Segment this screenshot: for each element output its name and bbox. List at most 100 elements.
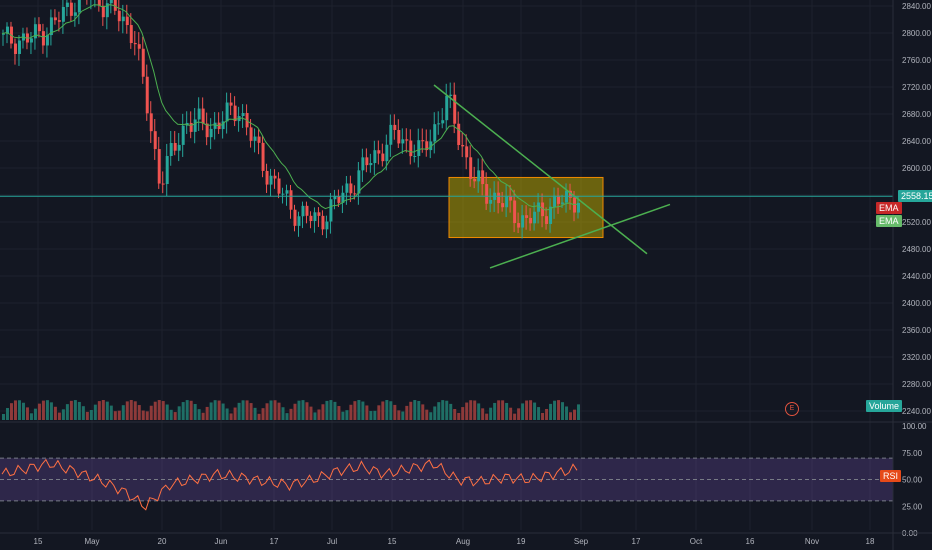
candle-body bbox=[321, 215, 325, 230]
candle-body bbox=[453, 94, 457, 124]
trendline-lower[interactable] bbox=[489, 203, 671, 269]
candle-body bbox=[193, 119, 197, 132]
volume-bar bbox=[497, 400, 501, 420]
volume-bar bbox=[293, 403, 297, 420]
volume-bar bbox=[513, 413, 517, 420]
candle-body bbox=[553, 195, 557, 207]
volume-bar bbox=[173, 412, 177, 420]
candle-body bbox=[485, 184, 489, 204]
candle-body bbox=[273, 175, 277, 179]
volume-bar bbox=[225, 408, 229, 420]
volume-bar bbox=[345, 410, 349, 420]
time-tick-label: May bbox=[84, 537, 99, 546]
time-tick-label: Nov bbox=[805, 537, 819, 546]
earnings-marker[interactable]: E bbox=[785, 402, 799, 416]
volume-bar bbox=[133, 401, 137, 420]
candle-body bbox=[517, 223, 521, 228]
candle-body bbox=[113, 0, 117, 11]
volume-bar bbox=[149, 405, 153, 420]
candle-body bbox=[577, 202, 580, 213]
candle-body bbox=[29, 38, 33, 43]
candle-body bbox=[425, 141, 429, 151]
volume-bar bbox=[373, 410, 377, 420]
volume-bar bbox=[549, 403, 553, 420]
candle-body bbox=[561, 202, 565, 204]
volume-bar bbox=[157, 400, 161, 420]
time-tick-label: 17 bbox=[632, 537, 641, 546]
candle-body bbox=[277, 178, 281, 194]
volume-bar bbox=[77, 401, 81, 420]
volume-bar bbox=[537, 407, 541, 420]
candle-body bbox=[301, 205, 305, 217]
volume-bar bbox=[237, 402, 241, 420]
volume-bar bbox=[577, 404, 580, 420]
volume-bar bbox=[93, 404, 97, 420]
price-tick-label: 2320.00 bbox=[902, 353, 931, 362]
candle-body bbox=[469, 157, 473, 179]
candle-body bbox=[329, 199, 333, 222]
volume-bar bbox=[501, 400, 505, 420]
volume-bar bbox=[217, 400, 221, 420]
candle-body bbox=[497, 192, 501, 204]
candle-body bbox=[477, 170, 481, 182]
candle-body bbox=[125, 16, 129, 26]
candle-body bbox=[389, 124, 393, 145]
volume-bar bbox=[441, 400, 445, 420]
candle-body bbox=[285, 190, 289, 194]
volume-bar bbox=[325, 400, 329, 420]
volume-bar bbox=[153, 401, 157, 420]
volume-bar bbox=[29, 413, 33, 420]
candle-body bbox=[213, 122, 217, 129]
volume-bar bbox=[233, 407, 237, 420]
volume-bar bbox=[205, 406, 209, 420]
time-tick-label: Aug bbox=[456, 537, 470, 546]
volume-bar bbox=[97, 401, 101, 420]
volume-bar bbox=[193, 404, 197, 420]
candle-body bbox=[421, 140, 425, 142]
volume-bar bbox=[425, 409, 429, 420]
volume-bar bbox=[161, 401, 165, 420]
volume-bar bbox=[401, 411, 405, 420]
volume-bar bbox=[389, 401, 393, 420]
volume-bar bbox=[289, 408, 293, 420]
volume-bar bbox=[37, 403, 41, 420]
ema-line bbox=[1, 4, 578, 211]
candle-body bbox=[409, 140, 413, 157]
candle-body bbox=[201, 108, 205, 124]
volume-bar bbox=[105, 401, 109, 420]
volume-bar bbox=[129, 400, 133, 420]
candle-body bbox=[353, 193, 357, 195]
candle-body bbox=[413, 155, 417, 157]
rsi-tick-label: 75.00 bbox=[902, 449, 923, 458]
volume-bar bbox=[113, 411, 117, 420]
volume-bar bbox=[269, 400, 273, 420]
volume-bar bbox=[57, 412, 61, 420]
volume-bar bbox=[321, 404, 325, 420]
volume-bar bbox=[49, 402, 53, 420]
time-tick-label: 18 bbox=[866, 537, 875, 546]
volume-bar bbox=[517, 408, 521, 420]
price-tick-label: 2440.00 bbox=[902, 272, 931, 281]
candle-body bbox=[397, 129, 401, 144]
candle-body bbox=[525, 215, 529, 218]
volume-bar bbox=[413, 400, 417, 420]
candle-body bbox=[465, 146, 469, 158]
candle-body bbox=[257, 136, 261, 143]
candle-body bbox=[77, 0, 81, 13]
candle-body bbox=[313, 212, 317, 222]
candle-body bbox=[233, 105, 237, 122]
volume-bar bbox=[453, 408, 457, 420]
candle-body bbox=[121, 16, 125, 22]
candle-body bbox=[189, 122, 193, 132]
candle-body bbox=[141, 48, 145, 77]
price-tick-label: 2520.00 bbox=[902, 218, 931, 227]
candle-body bbox=[513, 200, 517, 224]
volume-bar bbox=[361, 401, 365, 420]
candle-body bbox=[501, 203, 505, 208]
candle-body bbox=[541, 202, 545, 217]
candle-body bbox=[5, 26, 9, 34]
candle-body bbox=[381, 153, 385, 162]
volume-bar bbox=[333, 401, 337, 420]
